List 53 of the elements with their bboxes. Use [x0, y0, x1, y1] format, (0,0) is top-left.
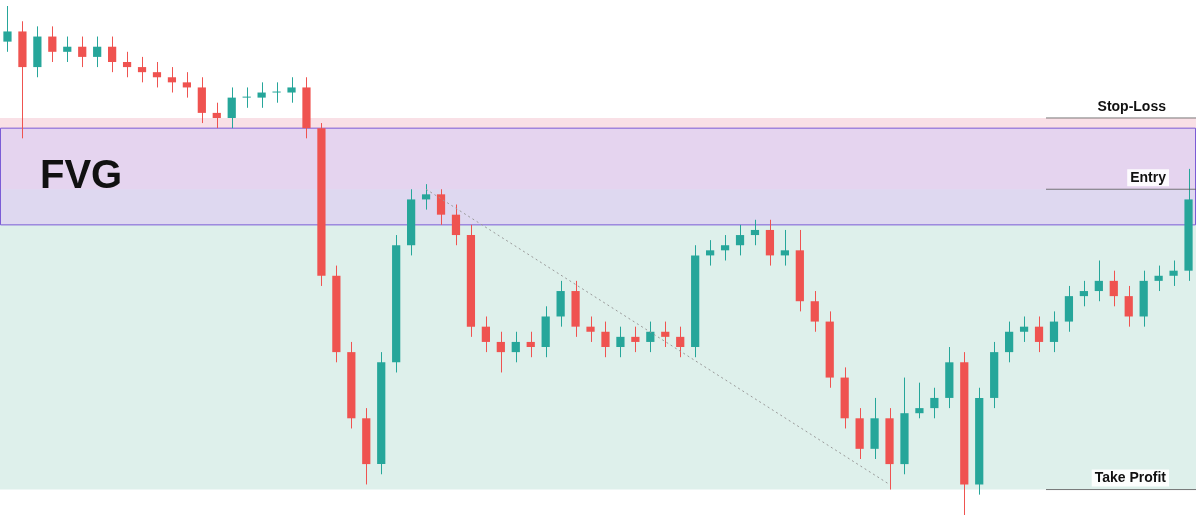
candlestick: [122, 51, 132, 78]
candlestick: [421, 183, 431, 211]
candlestick: [661, 321, 670, 348]
candlestick: [78, 36, 87, 68]
candlestick: [646, 321, 655, 353]
candlestick: [616, 326, 625, 358]
candlestick: [496, 331, 505, 373]
candlestick: [735, 224, 745, 256]
candlestick: [1049, 310, 1059, 353]
candlestick: [242, 86, 251, 109]
candlestick: [706, 239, 715, 267]
candlestick: [1019, 315, 1029, 343]
candlestick: [586, 315, 595, 343]
candlestick: [1169, 260, 1178, 287]
ref-line-label: Take Profit: [1094, 469, 1167, 486]
candlestick: [167, 66, 177, 94]
candlestick: [915, 382, 924, 419]
candlestick: [152, 61, 162, 88]
candlestick: [810, 290, 819, 333]
candlestick: [720, 234, 730, 261]
candlestick: [48, 25, 57, 63]
candlestick: [526, 331, 535, 358]
candlestick: [631, 326, 640, 353]
candlestick: [1079, 280, 1088, 307]
candlestick: [108, 36, 117, 73]
candlestick: [287, 76, 296, 104]
candlestick: [93, 36, 102, 68]
candlestick: [676, 326, 685, 358]
ref-line-label: Entry: [1130, 169, 1167, 186]
candlestick: [227, 86, 236, 129]
candlestick: [750, 219, 760, 246]
ref-line-label: Stop-Loss: [1097, 97, 1167, 114]
candlestick: [257, 81, 266, 109]
candlestick: [1154, 265, 1163, 292]
candlestick: [137, 56, 147, 83]
candlestick: [63, 36, 72, 63]
candlestick: [601, 321, 610, 358]
candlestick: [182, 71, 191, 99]
candlestick: [1034, 315, 1044, 353]
candlestick: [511, 331, 520, 363]
candlestick: [481, 315, 490, 353]
band-label: FVG: [40, 151, 123, 196]
candlestick: [1124, 285, 1133, 328]
candlestick: [451, 204, 461, 246]
candlestick: [272, 81, 281, 104]
candlestick: [1005, 321, 1014, 363]
candlestick: [212, 102, 221, 129]
candlestick: [3, 5, 12, 53]
candlestick: [1094, 260, 1103, 302]
candlestick: [436, 188, 446, 226]
candlestick: [780, 229, 789, 267]
candlestick: [930, 387, 939, 419]
candlestick: [1109, 270, 1118, 307]
